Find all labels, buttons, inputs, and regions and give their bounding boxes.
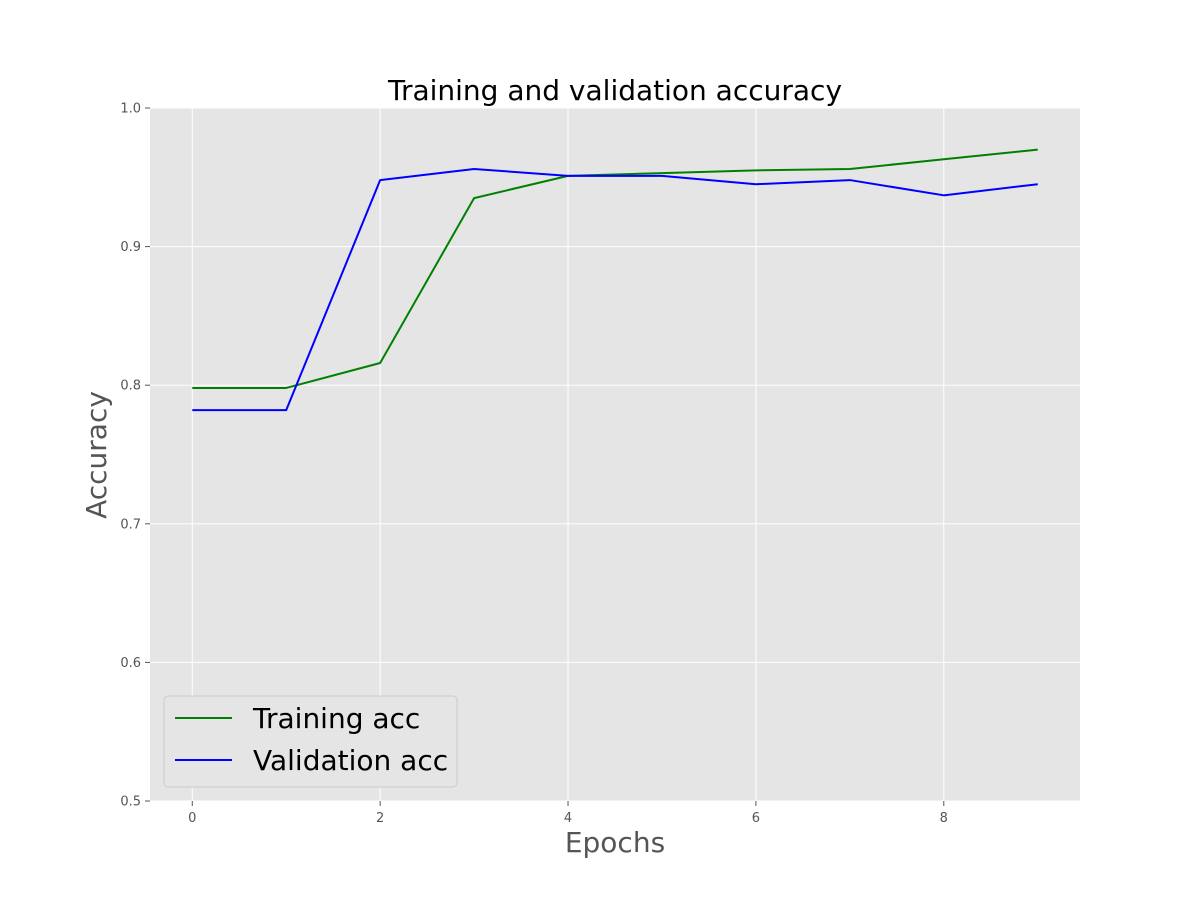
y-tick-label: 0.5 — [120, 795, 141, 810]
x-tick-label: 0 — [188, 811, 196, 826]
x-tick-label: 6 — [752, 811, 760, 826]
chart-title: Training and validation accuracy — [387, 74, 842, 107]
y-tick-label: 0.8 — [120, 379, 141, 394]
grid-lines — [150, 107, 1080, 802]
y-tick-label: 0.9 — [120, 240, 141, 255]
legend-box — [163, 695, 458, 788]
y-tick-label: 0.7 — [120, 517, 141, 532]
x-tick-label: 2 — [376, 811, 384, 826]
y-tick-label: 1.0 — [120, 102, 141, 117]
plot-background — [150, 108, 1080, 801]
legend-label: Training acc — [252, 702, 420, 735]
series-line-training-acc — [192, 148, 1038, 389]
axis-ticks: 0 2 4 6 8 0.5 0.6 0.7 0.8 0.9 1.0 — [120, 102, 948, 827]
legend: Training acc Validation acc — [163, 695, 458, 788]
series-line-validation-acc — [192, 167, 1038, 412]
x-tick-label: 4 — [564, 811, 572, 826]
legend-label: Validation acc — [253, 744, 448, 777]
y-axis-label: Accuracy — [80, 391, 113, 519]
x-tick-label: 8 — [940, 811, 948, 826]
series-layer — [192, 148, 1038, 412]
y-tick-label: 0.6 — [120, 656, 141, 671]
x-axis-label: Epochs — [565, 826, 665, 859]
